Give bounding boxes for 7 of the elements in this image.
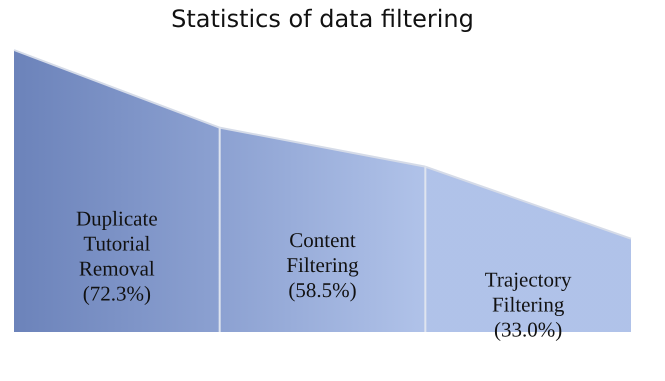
data-label: (72.3%) (82, 282, 151, 306)
category-label: Content Filtering (286, 228, 360, 278)
category-label: Trajectory Filtering (484, 268, 572, 317)
text: Statistics of data filtering (171, 5, 474, 33)
data-label: (58.5%) (288, 278, 357, 302)
category-label: Duplicate Tutorial Removal (76, 206, 158, 281)
data-label: (33.0%) (494, 318, 562, 342)
